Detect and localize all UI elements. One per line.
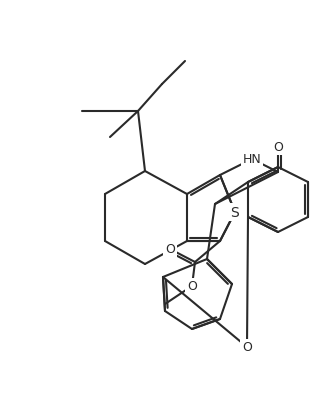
Text: O: O [165, 243, 175, 256]
Text: O: O [187, 280, 197, 293]
Text: S: S [231, 205, 239, 219]
Text: HN: HN [243, 153, 261, 166]
Text: O: O [242, 341, 252, 354]
Text: O: O [273, 141, 283, 154]
